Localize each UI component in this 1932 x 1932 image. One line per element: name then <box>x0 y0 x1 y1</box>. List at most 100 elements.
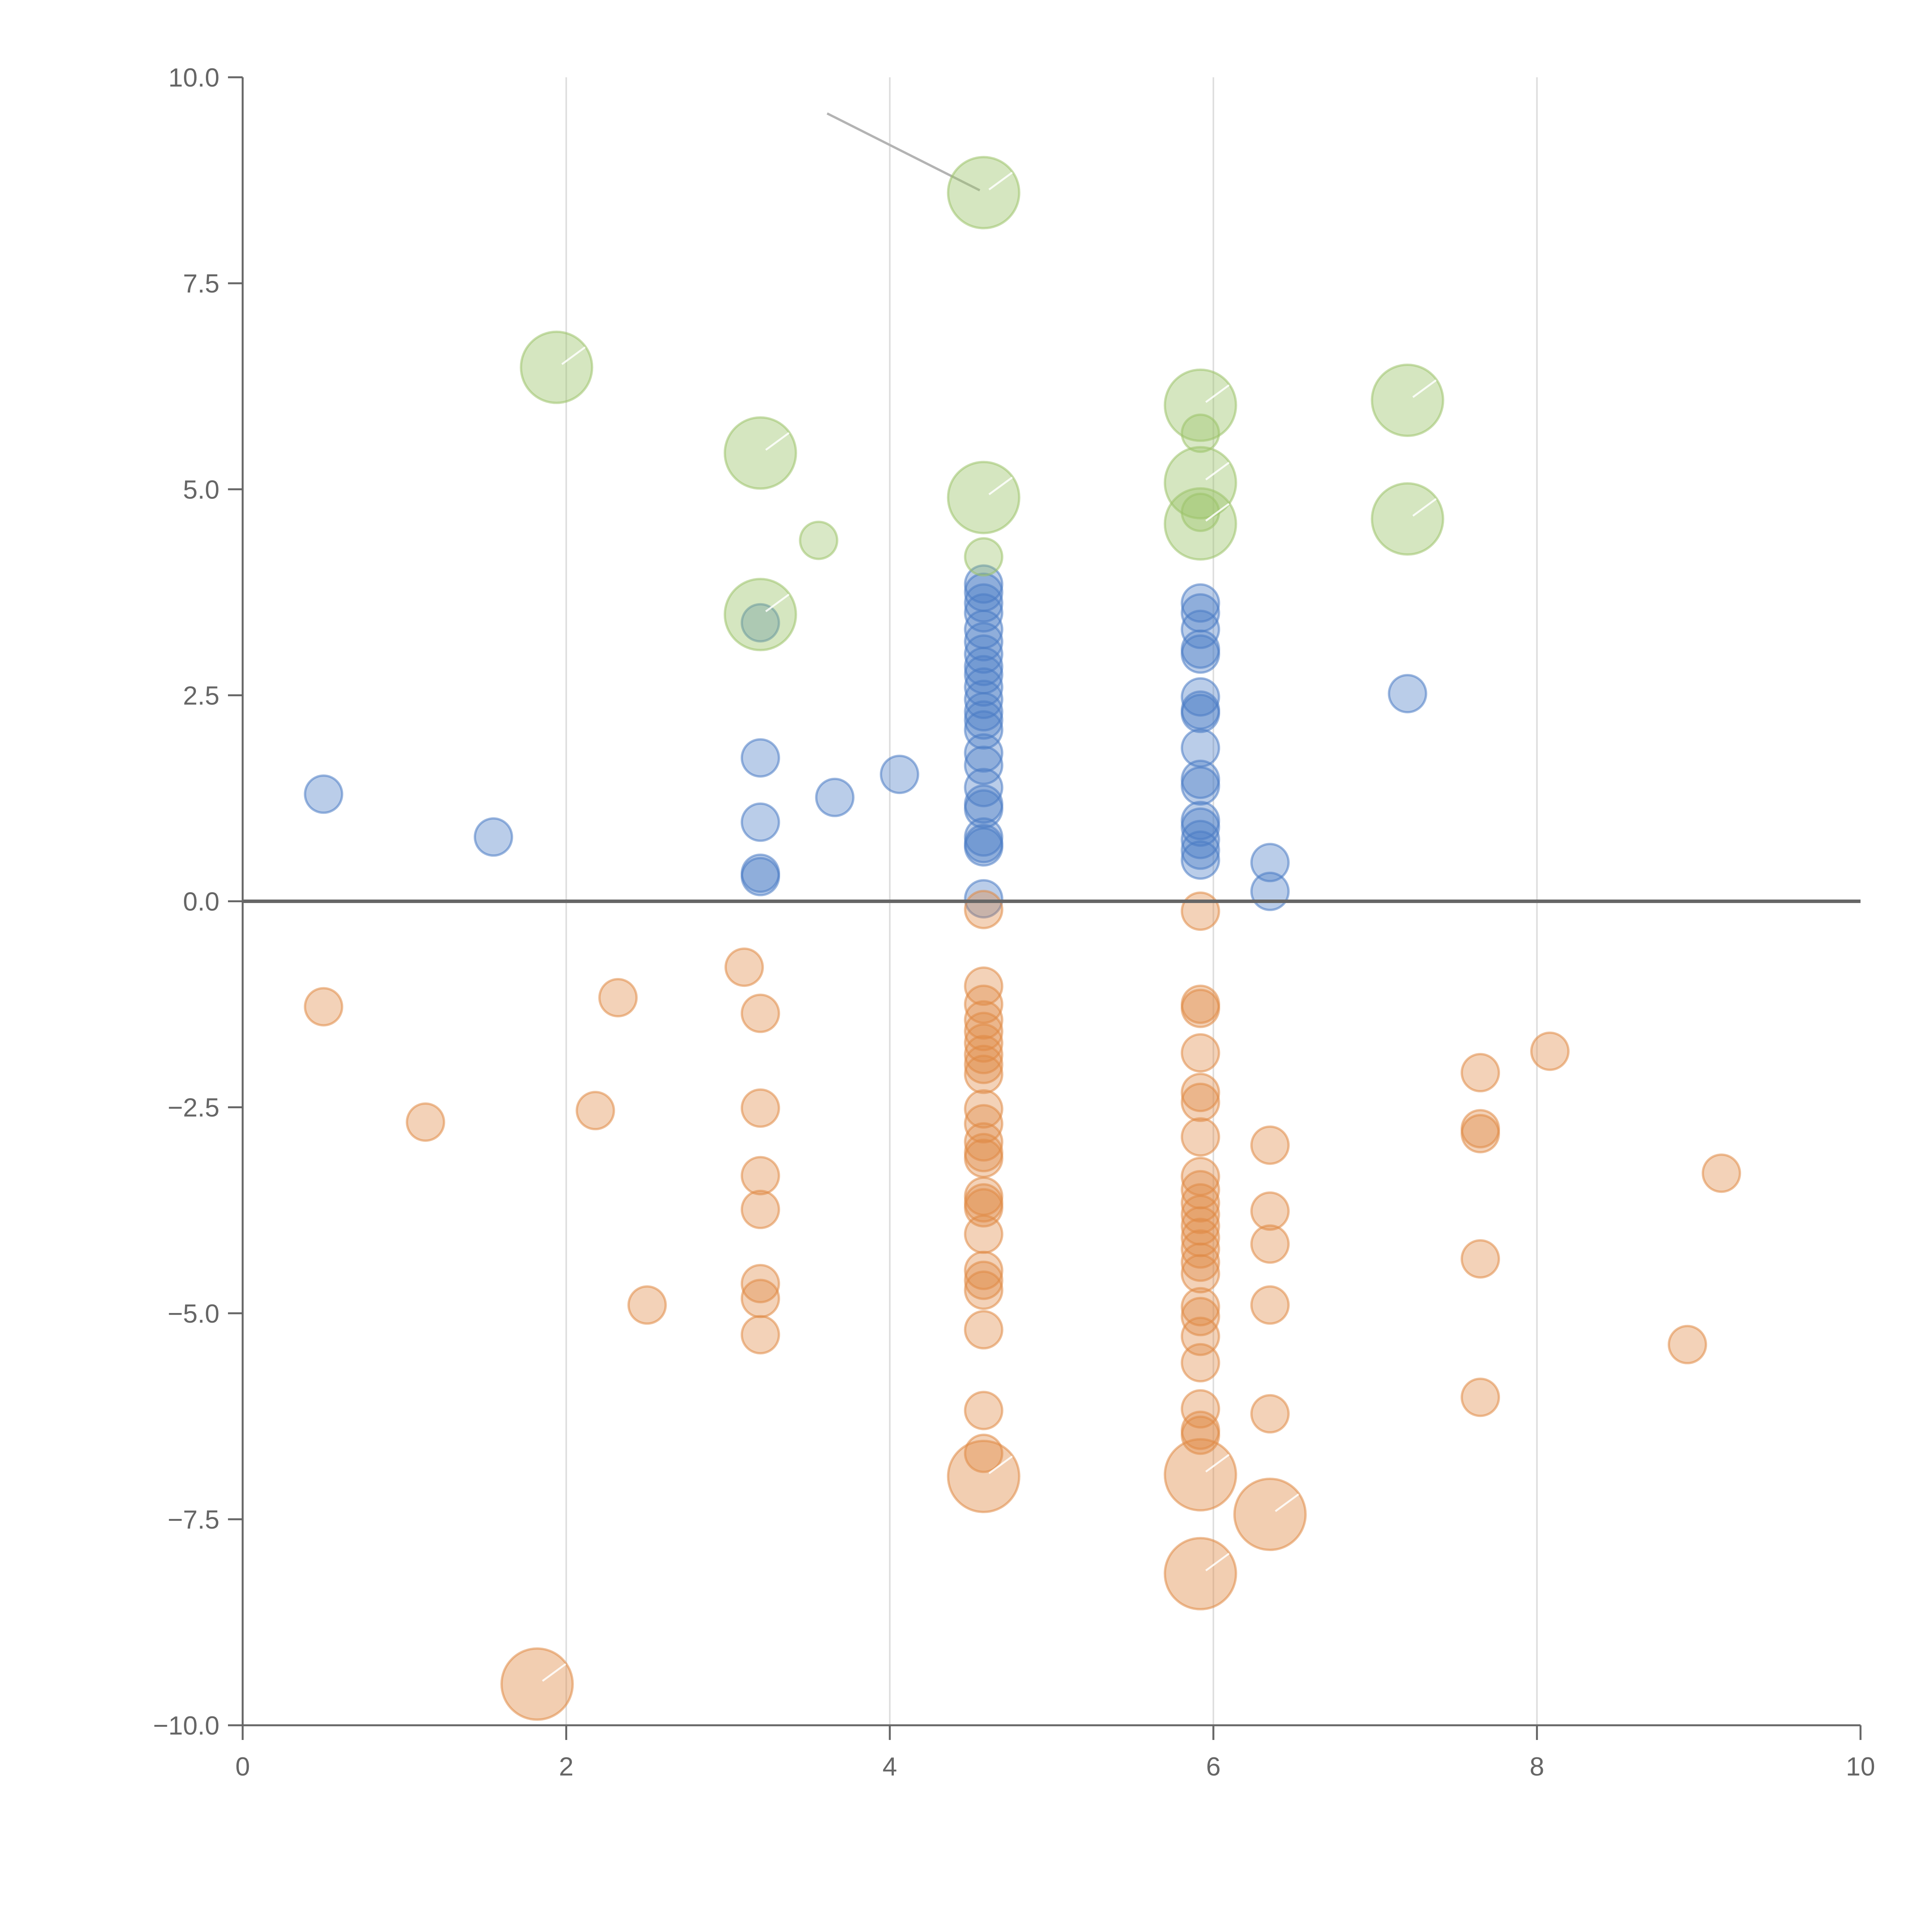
label-leader-stub <box>1205 503 1230 522</box>
bubble-point <box>964 1089 1003 1129</box>
label-leader-stub <box>1205 384 1230 403</box>
bubble-point <box>598 978 638 1018</box>
bubble-point <box>406 1102 446 1142</box>
large-bubble <box>1163 1438 1237 1512</box>
bubble-point <box>1250 843 1290 883</box>
bubble-point <box>1180 1082 1220 1122</box>
x-tick-label: 8 <box>1530 1752 1544 1781</box>
bubble-point <box>1180 634 1220 674</box>
y-tick-label: −2.5 <box>168 1093 219 1122</box>
bubble-point <box>1180 988 1220 1028</box>
annotation-leader-line <box>827 112 980 192</box>
bubble-point <box>964 1310 1003 1350</box>
label-leader-stub <box>542 1663 566 1682</box>
large-bubble <box>1163 1537 1237 1611</box>
large-bubble <box>500 1647 574 1721</box>
bubble-point <box>799 520 838 560</box>
bubble-point <box>1701 1153 1741 1193</box>
bubble-point <box>815 777 855 817</box>
bubble-point <box>964 889 1003 929</box>
bubble-point <box>964 1012 1003 1051</box>
large-bubble <box>1233 1478 1307 1551</box>
large-bubble <box>1163 487 1237 561</box>
bubble-point <box>879 755 919 794</box>
label-leader-stub <box>561 346 586 365</box>
bubble-point <box>1180 1194 1220 1234</box>
bubble-point <box>1180 820 1220 859</box>
bubble-point <box>1180 413 1220 453</box>
bubble-point <box>740 1279 780 1318</box>
bubble-point <box>1180 830 1220 870</box>
x-tick-label: 2 <box>559 1752 573 1781</box>
bubble-point <box>964 827 1003 867</box>
bubble-point <box>1250 1191 1290 1231</box>
bubble-point <box>575 1091 615 1131</box>
bubble-point <box>964 1260 1003 1300</box>
label-leader-stub <box>1275 1493 1299 1512</box>
y-tick-label: −5.0 <box>168 1299 219 1328</box>
bubble-point <box>304 774 344 814</box>
bubble-point <box>724 947 764 987</box>
x-tick-label: 4 <box>883 1752 897 1781</box>
bubble-point <box>740 603 780 643</box>
bubble-point <box>964 634 1003 674</box>
bubble-point <box>964 745 1003 785</box>
bubble-point <box>964 680 1003 719</box>
bubble-point <box>1667 1325 1707 1364</box>
x-tick-label: 0 <box>235 1752 250 1781</box>
bubble-point <box>1388 674 1427 714</box>
label-leader-stub <box>765 432 790 451</box>
bubble-point <box>964 1250 1003 1290</box>
label-leader-stub <box>988 172 1013 190</box>
large-bubble <box>1163 368 1237 442</box>
bubble-point <box>740 1315 780 1355</box>
bubble-point <box>964 879 1003 919</box>
data-points <box>304 156 1741 1721</box>
bubble-point <box>1250 1285 1290 1325</box>
bubble-point <box>740 1264 780 1303</box>
bubble-point <box>1250 1394 1290 1434</box>
large-bubble <box>947 461 1020 534</box>
bubble-point <box>964 1138 1003 1178</box>
tick-labels: 0 2 4 6 8 10 10.0 7.5 5.0 2.5 0.0 −2.5 −5.0 −7.5 −10.0 <box>153 63 1875 1781</box>
label-leader-stub <box>1205 462 1230 481</box>
y-tick-label: −7.5 <box>168 1505 219 1534</box>
y-tick-label: −10.0 <box>153 1711 219 1740</box>
label-leader-stub <box>1412 379 1437 398</box>
y-tick-label: 0.0 <box>183 887 219 917</box>
y-tick-label: 2.5 <box>183 681 219 710</box>
bubble-point <box>1180 840 1220 880</box>
bubble-point <box>964 768 1003 808</box>
y-tick-label: 5.0 <box>183 475 219 504</box>
x-tick-label: 6 <box>1206 1752 1221 1781</box>
bubble-point <box>1461 1053 1500 1093</box>
bubble-point <box>1250 871 1290 911</box>
bubble-point <box>964 593 1003 633</box>
bubble-point <box>964 1035 1003 1075</box>
label-leader-stub <box>988 476 1013 495</box>
bubble-point <box>964 1000 1003 1040</box>
bubble-point <box>740 1088 780 1128</box>
bubble-point <box>964 1054 1003 1094</box>
bubble-point <box>740 802 780 842</box>
bubble-point <box>740 738 780 778</box>
label-leader-stub <box>988 1455 1013 1475</box>
bubble-point <box>1461 1239 1500 1279</box>
y-tick-label: 7.5 <box>183 269 219 298</box>
bubble-point <box>740 993 780 1033</box>
large-bubble <box>1371 482 1444 556</box>
bubble-point <box>1180 1297 1220 1337</box>
bubble-point <box>964 1434 1003 1473</box>
bubble-point <box>740 1156 780 1196</box>
label-leader-stub <box>1205 1454 1230 1473</box>
bubble-point <box>1180 1117 1220 1157</box>
bubble-point <box>1180 1415 1220 1455</box>
bubble-point <box>1180 677 1220 717</box>
large-bubble <box>520 330 594 404</box>
large-bubble <box>1371 363 1444 437</box>
bubble-point <box>1250 1125 1290 1165</box>
bubble-point <box>1180 1073 1220 1112</box>
bubble-point <box>964 1023 1003 1063</box>
large-bubble <box>723 578 797 651</box>
bubble-point <box>627 1285 667 1325</box>
